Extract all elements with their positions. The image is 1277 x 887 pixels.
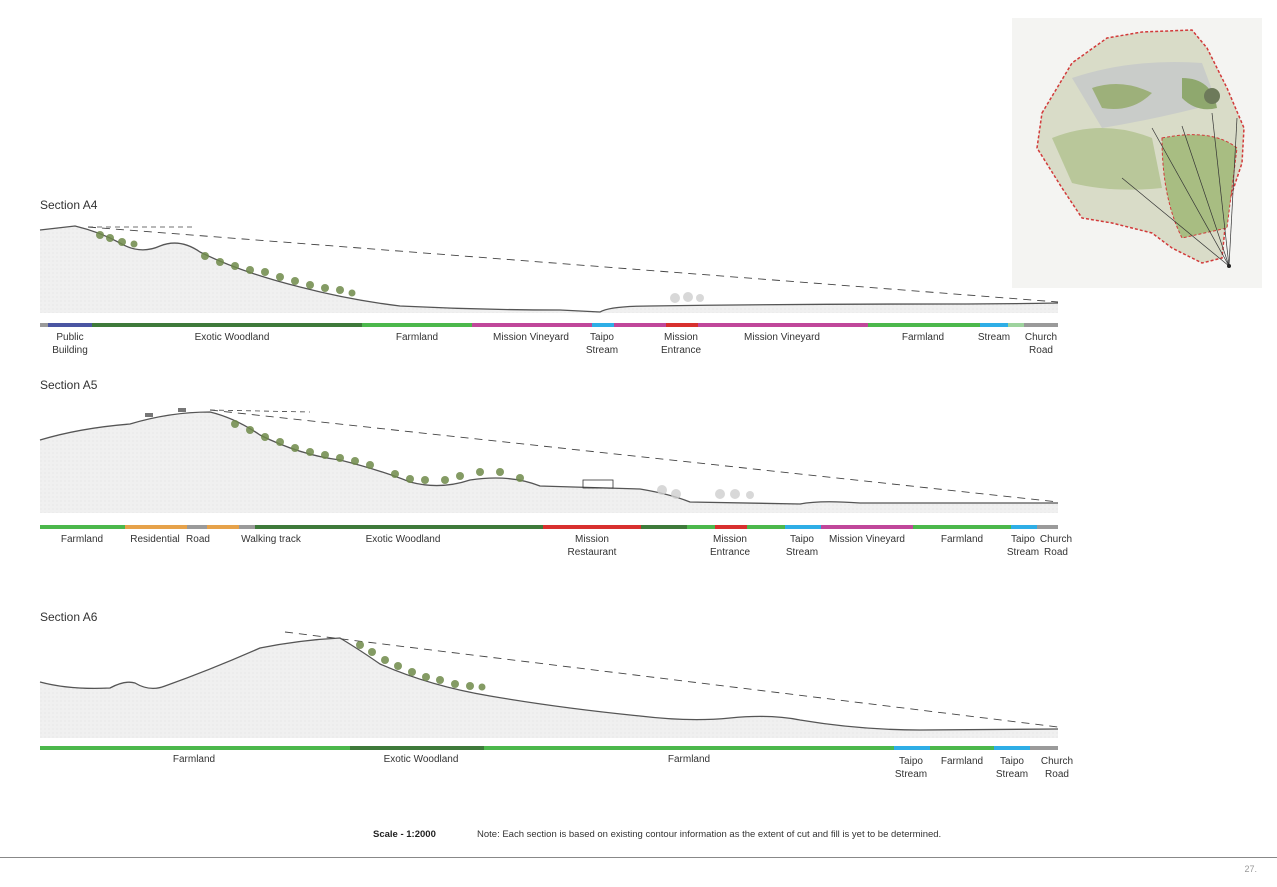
section-a5-label: Residential (130, 534, 180, 545)
footer-note: Note: Each section is based on existing … (477, 829, 942, 840)
section-a4-label: Mission Vineyard (744, 332, 820, 343)
section-a6-label: Farmland (667, 754, 711, 765)
section-a5-label: Mission Restaurant (567, 534, 617, 558)
section-a5-label: Taipo Stream (785, 534, 819, 558)
section-a5-label: Road (186, 534, 210, 545)
site-key-map (1012, 18, 1262, 288)
page-number: 27. (1244, 864, 1257, 874)
scale-label: Scale - 1:2000 (373, 829, 436, 840)
section-a4-label: Exotic Woodland (194, 332, 270, 343)
section-a4-label: Mission Entrance (660, 332, 702, 356)
section-a6-label: Taipo Stream (995, 756, 1029, 780)
section-a6-label: Farmland (172, 754, 216, 765)
section-a4-label: Public Building (52, 332, 88, 356)
section-a5-label: Church Road (1039, 534, 1073, 558)
section-a6-title: Section A6 (40, 610, 98, 624)
section-a4-label: Mission Vineyard (493, 332, 569, 343)
section-a5-label: Farmland (60, 534, 104, 545)
section-a6-label: Farmland (940, 756, 984, 767)
section-a6-label: Taipo Stream (894, 756, 928, 780)
section-a6-label: Church Road (1040, 756, 1074, 780)
section-a5-label: Mission Entrance (709, 534, 751, 558)
section-a4-label: Church Road (1024, 332, 1058, 356)
section-a4-title: Section A4 (40, 198, 98, 212)
section-a4-label: Stream (977, 332, 1011, 343)
section-a4-label: Farmland (901, 332, 945, 343)
section-a5-label: Taipo Stream (1006, 534, 1040, 558)
section-a4-label: Farmland (395, 332, 439, 343)
section-a5-label: Exotic Woodland (365, 534, 441, 545)
footer-divider (0, 857, 1277, 858)
section-a5-title: Section A5 (40, 378, 98, 392)
section-a4-label: Taipo Stream (585, 332, 619, 356)
section-a5-label: Walking track (241, 534, 301, 545)
section-a6-label: Exotic Woodland (383, 754, 459, 765)
section-a5-label: Mission Vineyard (829, 534, 905, 545)
section-a5-label: Farmland (940, 534, 984, 545)
